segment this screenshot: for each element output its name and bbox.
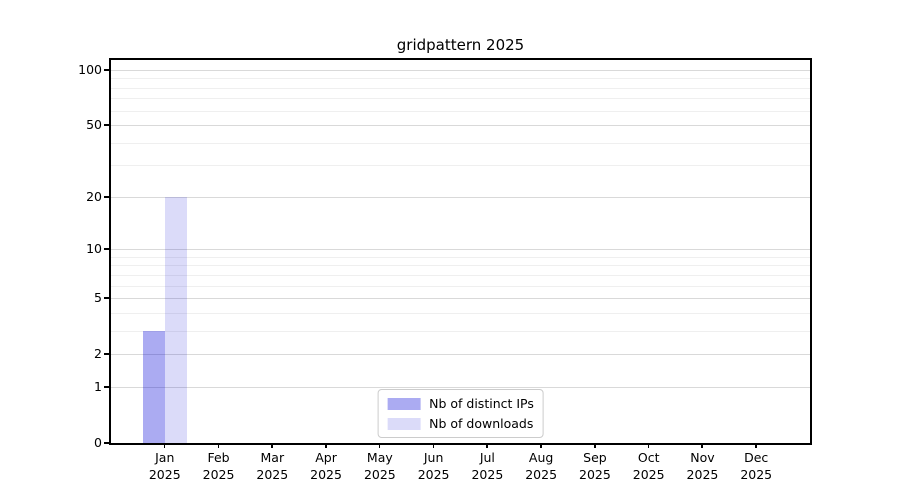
x-tick-year: 2025 bbox=[471, 466, 504, 482]
x-tick-year: 2025 bbox=[525, 466, 558, 482]
x-tick-month: Feb bbox=[207, 450, 230, 465]
y-tick-mark bbox=[104, 124, 109, 126]
x-tick-label: Jul 2025 bbox=[457, 450, 517, 483]
gridline-major bbox=[111, 354, 810, 356]
x-tick-mark bbox=[432, 443, 435, 448]
x-tick-year: 2025 bbox=[310, 466, 342, 482]
x-tick-month: Apr bbox=[315, 450, 337, 465]
plot-area: Nb of distinct IPs Nb of downloads bbox=[109, 58, 812, 445]
x-tick-label: Sep 2025 bbox=[565, 450, 625, 483]
x-tick-mark bbox=[163, 443, 166, 448]
x-tick-year: 2025 bbox=[202, 466, 235, 482]
x-tick-label: Aug 2025 bbox=[511, 450, 571, 483]
x-tick-mark bbox=[378, 443, 381, 448]
legend-row: Nb of distinct IPs bbox=[387, 396, 534, 411]
x-tick-year: 2025 bbox=[256, 466, 289, 482]
x-tick-label: Feb 2025 bbox=[189, 450, 249, 483]
x-tick-mark bbox=[271, 443, 273, 448]
x-tick-mark bbox=[647, 443, 650, 448]
x-tick-month: Jun bbox=[423, 450, 444, 465]
gridline-major bbox=[111, 125, 810, 127]
x-tick-mark bbox=[755, 443, 757, 448]
x-tick-mark bbox=[593, 443, 596, 448]
gridline-minor bbox=[111, 330, 810, 332]
x-tick-label: Oct 2025 bbox=[619, 450, 679, 483]
x-tick-label: Dec 2025 bbox=[726, 450, 786, 483]
gridline-minor bbox=[111, 274, 810, 276]
y-tick-label: 1 bbox=[94, 378, 102, 394]
x-tick-month: Mar bbox=[260, 450, 285, 465]
x-tick-label: Apr 2025 bbox=[296, 450, 356, 483]
legend: Nb of distinct IPs Nb of downloads bbox=[377, 389, 544, 438]
gridline-minor bbox=[111, 265, 810, 267]
bar-jan-distinct-ips bbox=[142, 330, 165, 443]
y-tick-mark bbox=[104, 248, 109, 250]
y-tick-mark bbox=[104, 353, 109, 355]
x-tick-month: Dec bbox=[744, 450, 769, 465]
y-tick-label: 5 bbox=[94, 290, 102, 306]
gridline-minor bbox=[111, 256, 810, 258]
x-tick-year: 2025 bbox=[363, 466, 396, 482]
x-tick-label: Mar 2025 bbox=[242, 450, 302, 483]
gridline-major bbox=[111, 386, 810, 388]
y-tick-mark bbox=[104, 195, 109, 198]
x-tick-month: Nov bbox=[690, 450, 715, 465]
chart-title: gridpattern 2025 bbox=[396, 36, 525, 54]
x-tick-month: Oct bbox=[637, 450, 660, 465]
x-tick-mark bbox=[486, 443, 488, 448]
gridline-major bbox=[111, 298, 810, 300]
gridline-minor bbox=[111, 110, 810, 112]
y-tick-mark bbox=[104, 442, 109, 444]
gridline-major bbox=[111, 249, 810, 251]
y-tick-mark bbox=[104, 69, 109, 71]
x-tick-label: Jun 2025 bbox=[404, 450, 464, 483]
x-tick-label: Nov 2025 bbox=[672, 450, 732, 483]
x-tick-month: Jul bbox=[479, 450, 495, 465]
gridline-minor bbox=[111, 98, 810, 100]
gridline-major bbox=[111, 70, 810, 71]
x-tick-mark bbox=[540, 443, 542, 448]
y-tick-label: 50 bbox=[86, 117, 102, 133]
legend-row: Nb of downloads bbox=[387, 416, 534, 431]
y-tick-label: 10 bbox=[86, 241, 102, 257]
x-tick-mark bbox=[325, 443, 327, 448]
y-tick-label: 2 bbox=[94, 346, 102, 362]
bar-jan-downloads bbox=[164, 196, 187, 443]
gridline-minor bbox=[111, 285, 810, 287]
legend-swatch bbox=[387, 417, 421, 430]
x-tick-year: 2025 bbox=[417, 466, 450, 482]
gridline-major bbox=[111, 196, 810, 198]
gridline-minor bbox=[111, 78, 810, 80]
x-tick-mark bbox=[701, 443, 704, 448]
x-tick-month: Sep bbox=[583, 450, 607, 465]
legend-label: Nb of distinct IPs bbox=[429, 396, 534, 411]
x-tick-month: May bbox=[366, 450, 393, 465]
x-tick-year: 2025 bbox=[579, 466, 611, 482]
gridline-minor bbox=[111, 142, 810, 144]
gridline-minor bbox=[111, 87, 810, 89]
gridline-minor bbox=[111, 165, 810, 167]
legend-label: Nb of downloads bbox=[429, 416, 534, 431]
x-tick-year: 2025 bbox=[740, 466, 773, 482]
x-tick-year: 2025 bbox=[686, 466, 719, 482]
x-tick-month: Aug bbox=[528, 450, 554, 465]
y-tick-mark bbox=[104, 297, 109, 299]
legend-swatch bbox=[387, 397, 421, 410]
y-tick-label: 0 bbox=[94, 435, 102, 450]
x-tick-month: Jan bbox=[155, 450, 175, 465]
x-tick-label: May 2025 bbox=[350, 450, 410, 483]
gridline-minor bbox=[111, 312, 810, 314]
y-tick-label: 100 bbox=[78, 62, 102, 77]
x-tick-mark bbox=[217, 443, 220, 448]
x-tick-year: 2025 bbox=[632, 466, 665, 482]
y-tick-label: 20 bbox=[86, 188, 102, 204]
y-tick-mark bbox=[104, 385, 109, 388]
x-tick-label: Jan 2025 bbox=[135, 450, 195, 483]
x-tick-year: 2025 bbox=[148, 466, 181, 482]
